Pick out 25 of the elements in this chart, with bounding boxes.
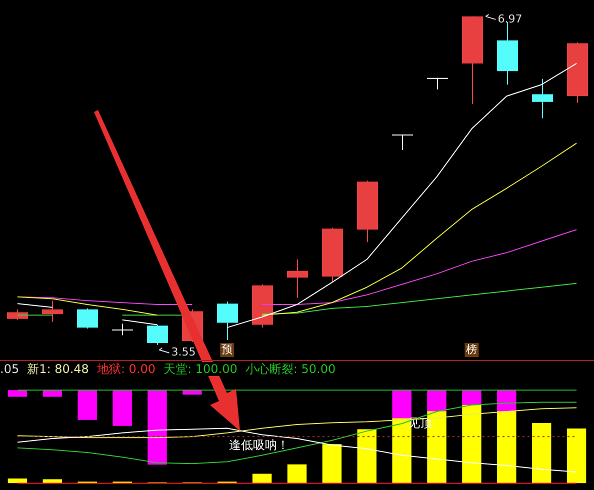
bar xyxy=(322,444,342,484)
candlestick xyxy=(427,77,448,90)
text: 地狱: 0.00 xyxy=(96,362,156,376)
text: 小心断裂: 50.00 xyxy=(245,362,336,376)
annotation: 逢低吸呐！ xyxy=(229,438,290,452)
text: 天堂: 100.00 xyxy=(164,362,238,376)
candlestick xyxy=(147,324,168,346)
annotation: 6.97 xyxy=(498,12,522,26)
bar xyxy=(252,474,272,484)
candlestick xyxy=(217,301,238,341)
candlestick xyxy=(532,78,553,119)
candlestick xyxy=(42,300,63,322)
candlestick xyxy=(392,134,413,150)
text: .05 xyxy=(0,362,20,376)
candlestick xyxy=(287,258,308,298)
bar xyxy=(532,422,552,484)
text: 新1: 80.48 xyxy=(27,362,89,376)
candlestick xyxy=(77,308,98,330)
annotation: 榜 xyxy=(466,342,478,356)
bar xyxy=(566,428,586,484)
candlestick xyxy=(112,323,133,336)
bar xyxy=(357,429,376,484)
text: 3.55 xyxy=(171,346,196,359)
bar xyxy=(287,464,307,484)
annotation: 预 xyxy=(222,342,233,356)
